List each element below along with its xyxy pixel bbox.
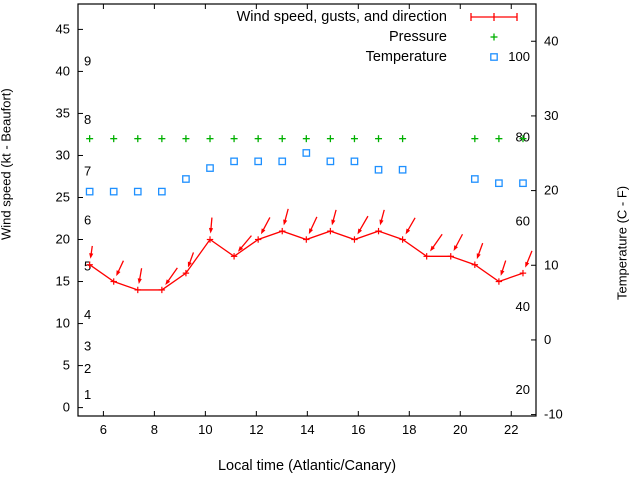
svg-text:2: 2 <box>84 361 91 376</box>
svg-text:20: 20 <box>56 232 70 247</box>
svg-text:5: 5 <box>63 358 70 373</box>
svg-text:60: 60 <box>516 214 530 229</box>
svg-text:20: 20 <box>544 183 558 198</box>
svg-text:20: 20 <box>516 382 530 397</box>
svg-text:Wind speed, gusts, and directi: Wind speed, gusts, and direction <box>237 9 447 25</box>
svg-text:45: 45 <box>56 21 70 36</box>
svg-text:9: 9 <box>84 53 91 68</box>
svg-text:35: 35 <box>56 105 70 120</box>
svg-text:14: 14 <box>300 422 314 437</box>
svg-text:30: 30 <box>56 147 70 162</box>
svg-text:22: 22 <box>504 422 518 437</box>
svg-text:20: 20 <box>453 422 467 437</box>
svg-text:6: 6 <box>84 213 91 228</box>
svg-text:16: 16 <box>351 422 365 437</box>
svg-text:12: 12 <box>249 422 263 437</box>
svg-text:10: 10 <box>198 422 212 437</box>
svg-text:6: 6 <box>100 422 107 437</box>
svg-text:10: 10 <box>544 257 558 272</box>
svg-text:1: 1 <box>84 387 91 402</box>
svg-text:4: 4 <box>84 307 91 322</box>
svg-text:18: 18 <box>402 422 416 437</box>
svg-text:7: 7 <box>84 163 91 178</box>
svg-text:Temperature: Temperature <box>366 49 447 65</box>
svg-text:0: 0 <box>544 332 551 347</box>
svg-text:8: 8 <box>151 422 158 437</box>
svg-text:-10: -10 <box>544 407 563 422</box>
svg-text:100: 100 <box>508 49 530 64</box>
svg-text:15: 15 <box>56 274 70 289</box>
svg-text:40: 40 <box>516 299 530 314</box>
svg-text:40: 40 <box>56 63 70 78</box>
svg-text:3: 3 <box>84 339 91 354</box>
svg-text:30: 30 <box>544 108 558 123</box>
svg-text:40: 40 <box>544 33 558 48</box>
svg-text:0: 0 <box>63 400 70 415</box>
svg-text:10: 10 <box>56 316 70 331</box>
svg-text:25: 25 <box>56 189 70 204</box>
svg-text:Pressure: Pressure <box>389 29 447 45</box>
svg-text:8: 8 <box>84 112 91 127</box>
